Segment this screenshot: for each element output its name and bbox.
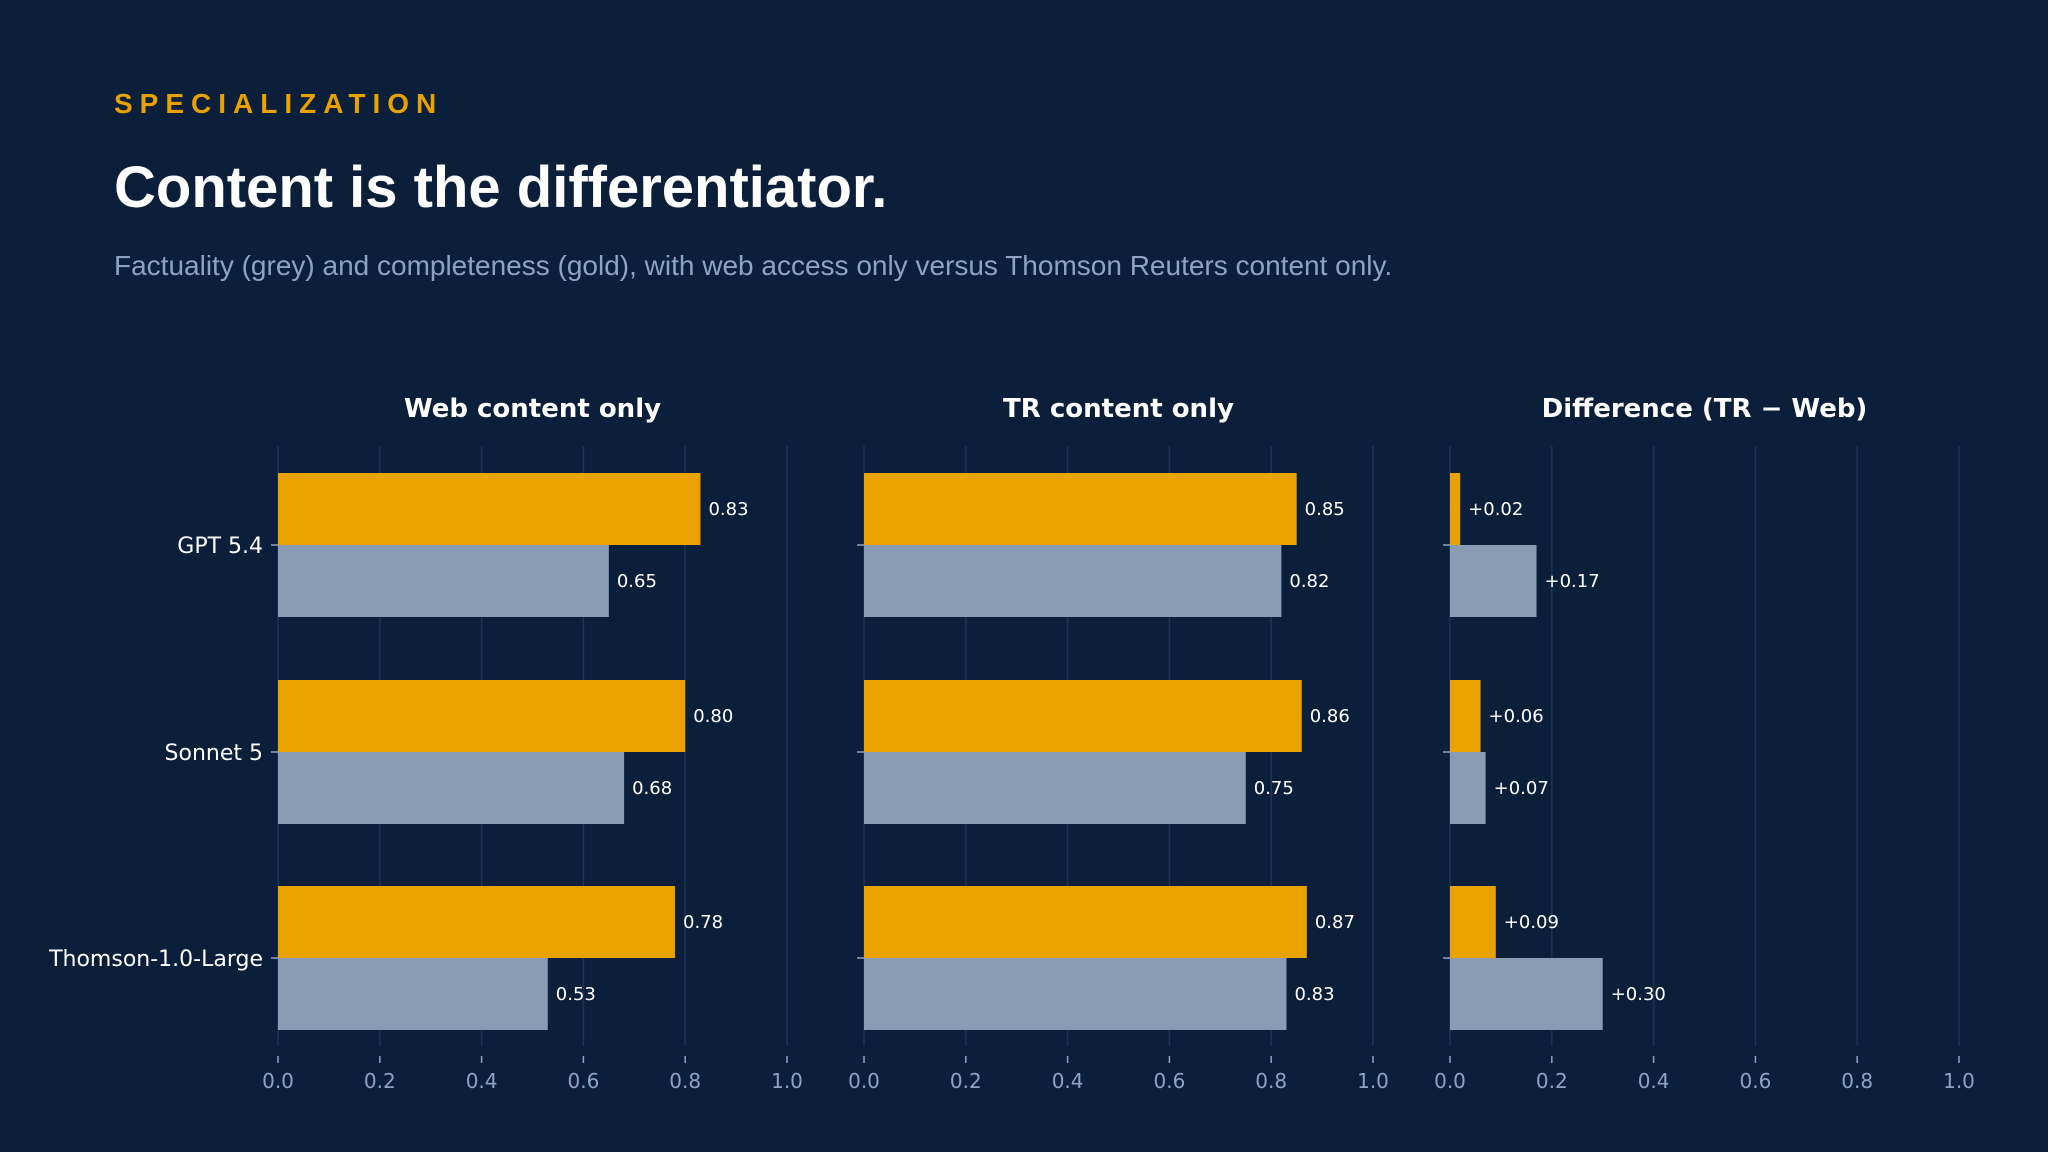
page-subtitle: Factuality (grey) and completeness (gold… [114,250,1393,281]
category-label: Sonnet 5 [165,741,263,766]
data-label: +0.07 [1494,778,1549,799]
bar-completeness [1450,680,1481,752]
bar-completeness [864,886,1307,958]
data-label: 0.80 [693,706,733,727]
bar-factuality [864,545,1282,617]
data-label: 0.83 [708,499,748,520]
bar-factuality [278,958,548,1030]
bar-factuality [1450,752,1486,824]
x-tick-label: 0.8 [1255,1069,1287,1093]
data-label: 0.86 [1310,706,1350,727]
x-tick-label: 1.0 [1943,1069,1975,1093]
data-label: +0.17 [1545,571,1600,592]
bar-factuality [864,752,1246,824]
x-tick-label: 0.2 [1536,1069,1568,1093]
page-title: Content is the differentiator. [114,155,888,220]
x-tick-label: 0.2 [950,1069,982,1093]
category-label: GPT 5.4 [177,534,263,559]
bar-factuality [1450,958,1603,1030]
x-tick-label: 0.8 [1841,1069,1873,1093]
x-tick-label: 0.4 [466,1069,498,1093]
x-tick-label: 0.4 [1638,1069,1670,1093]
bar-completeness [1450,886,1496,958]
x-tick-label: 1.0 [1357,1069,1389,1093]
category-label: Thomson-1.0-Large [48,947,263,972]
bar-completeness [1450,473,1461,545]
data-label: 0.68 [632,778,672,799]
data-label: 0.83 [1294,984,1334,1005]
bar-completeness [278,886,676,958]
data-label: 0.53 [556,984,596,1005]
panel-title: Difference (TR − Web) [1542,394,1868,424]
x-tick-label: 1.0 [771,1069,803,1093]
data-label: 0.78 [683,912,723,933]
bar-factuality [864,958,1287,1030]
data-label: 0.87 [1315,912,1355,933]
bar-completeness [864,473,1297,545]
data-label: +0.09 [1504,912,1559,933]
data-label: +0.30 [1611,984,1666,1005]
section-eyebrow: SPECIALIZATION [114,88,444,119]
panel-title: TR content only [1003,394,1234,424]
bar-completeness [278,680,686,752]
bar-factuality [278,545,609,617]
data-label: 0.65 [617,571,657,592]
x-tick-label: 0.6 [567,1069,599,1093]
data-label: 0.85 [1305,499,1345,520]
x-tick-label: 0.2 [364,1069,396,1093]
x-tick-label: 0.4 [1052,1069,1084,1093]
data-label: +0.02 [1468,499,1523,520]
x-tick-label: 0.8 [669,1069,701,1093]
bar-completeness [864,680,1302,752]
data-label: 0.82 [1289,571,1329,592]
bar-factuality [1450,545,1537,617]
bar-factuality [278,752,625,824]
data-label: 0.75 [1254,778,1294,799]
x-tick-label: 0.0 [1434,1069,1466,1093]
panel-title: Web content only [404,394,661,424]
x-tick-label: 0.6 [1153,1069,1185,1093]
data-label: +0.06 [1489,706,1544,727]
x-tick-label: 0.0 [262,1069,294,1093]
x-tick-label: 0.0 [848,1069,880,1093]
x-tick-label: 0.6 [1739,1069,1771,1093]
bar-completeness [278,473,701,545]
